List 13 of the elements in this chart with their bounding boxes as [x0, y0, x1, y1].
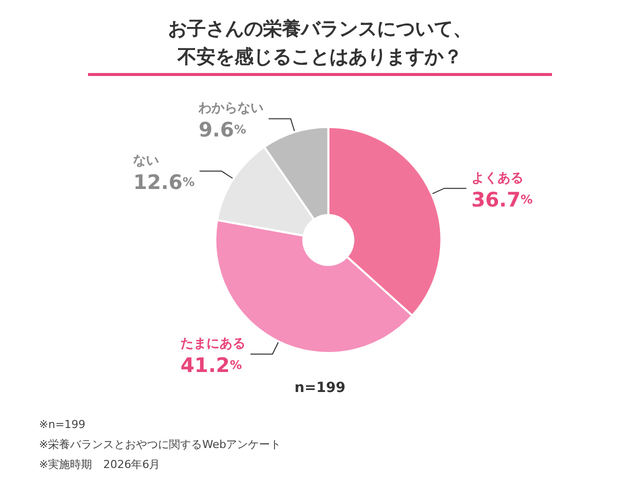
data-label: 9.6% — [198, 118, 246, 142]
text: ※n=199 — [39, 418, 86, 431]
data-label: 12.6% — [133, 170, 195, 194]
text: ※実施時期 2026年6月 — [39, 458, 160, 471]
slice-label: ない — [133, 154, 160, 169]
slice-label: よくある — [471, 170, 524, 186]
slice-label: わからない — [198, 101, 264, 116]
text: ※栄養バランスとおやつに関するWebアンケート — [39, 438, 282, 451]
text: n=199 — [294, 380, 346, 396]
data-label: 36.7% — [471, 187, 533, 212]
slice-label: たまにある — [180, 336, 246, 352]
data-label: 41.2% — [180, 353, 242, 378]
chart-title: お子さんの栄養バランスについて、不安を感じることはありますか？ — [168, 18, 472, 68]
